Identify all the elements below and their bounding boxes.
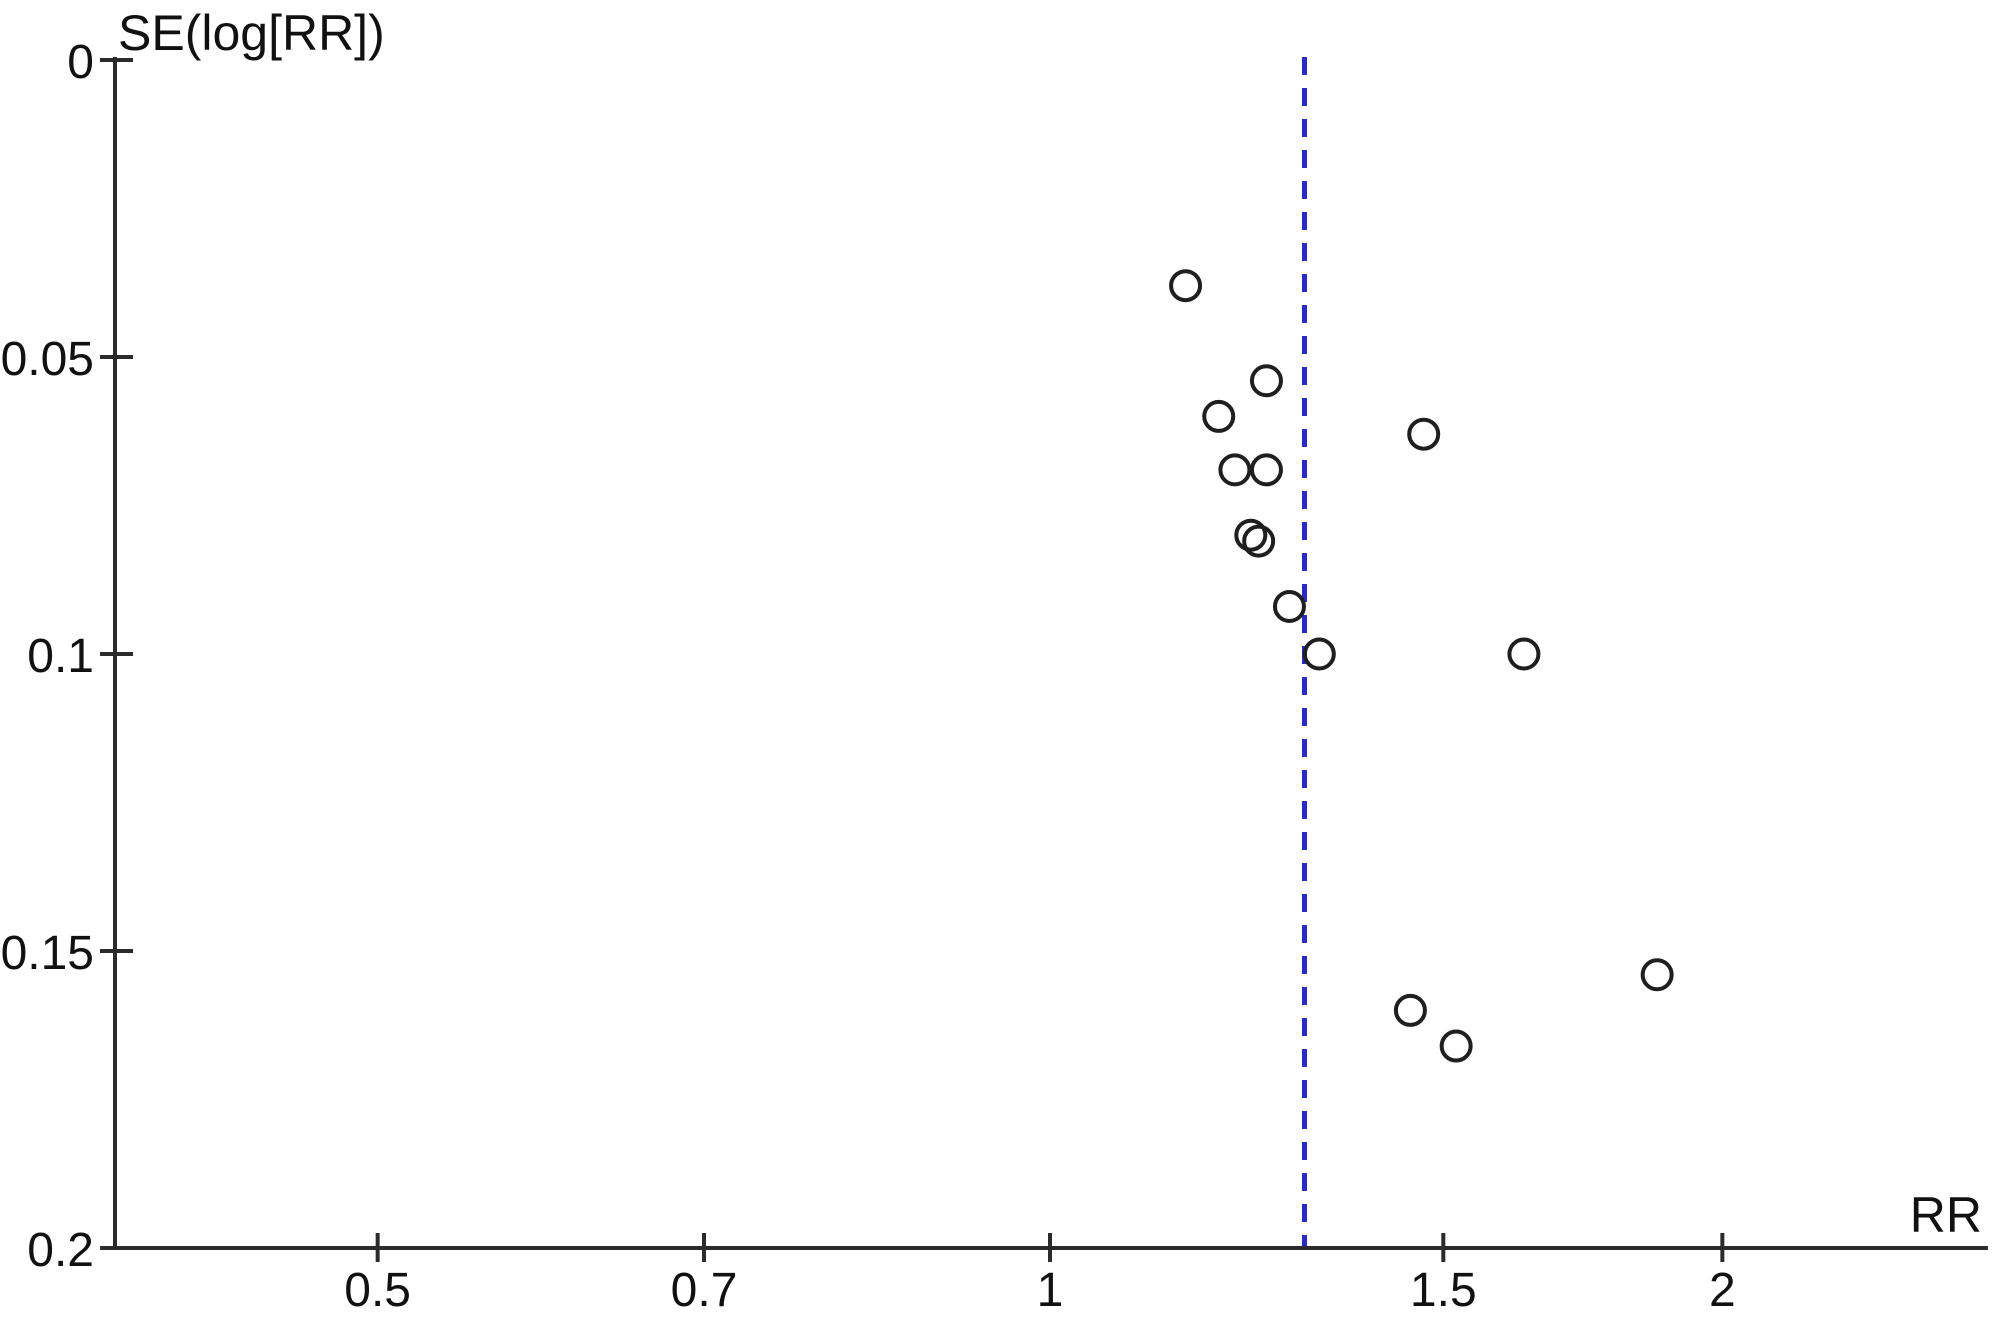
x-tick-label: 0.7: [671, 1264, 738, 1317]
y-tick-label: 0.05: [1, 333, 94, 386]
data-point: [1407, 417, 1441, 451]
y-tick-label: 0.1: [27, 630, 94, 683]
data-point: [1202, 399, 1236, 433]
y-tick-label: 0: [67, 36, 94, 89]
data-point: [1507, 637, 1541, 671]
data-point: [1242, 524, 1276, 558]
data-point: [1249, 453, 1283, 487]
x-axis-title: RR: [1910, 1187, 1982, 1243]
data-point: [1393, 993, 1427, 1027]
data-point: [1218, 453, 1252, 487]
y-axis-title: SE(log[RR]): [118, 5, 385, 61]
x-tick-label: 1.5: [1410, 1264, 1477, 1317]
x-tick-label: 0.5: [344, 1264, 411, 1317]
data-point: [1439, 1029, 1473, 1063]
data-point: [1169, 269, 1203, 303]
data-point: [1640, 958, 1674, 992]
y-tick-label: 0.15: [1, 927, 94, 980]
data-point: [1249, 364, 1283, 398]
y-tick-label: 0.2: [27, 1224, 94, 1277]
x-tick-label: 2: [1709, 1264, 1736, 1317]
data-point: [1234, 518, 1268, 552]
data-points-layer: [1169, 269, 1674, 1063]
axes-layer: 0 0.05 0.1 0.15 0.2 0.5 0.7 1 1.5 2: [1, 36, 1988, 1317]
data-point: [1302, 637, 1336, 671]
x-tick-label: 1: [1037, 1264, 1064, 1317]
data-point: [1272, 589, 1306, 623]
